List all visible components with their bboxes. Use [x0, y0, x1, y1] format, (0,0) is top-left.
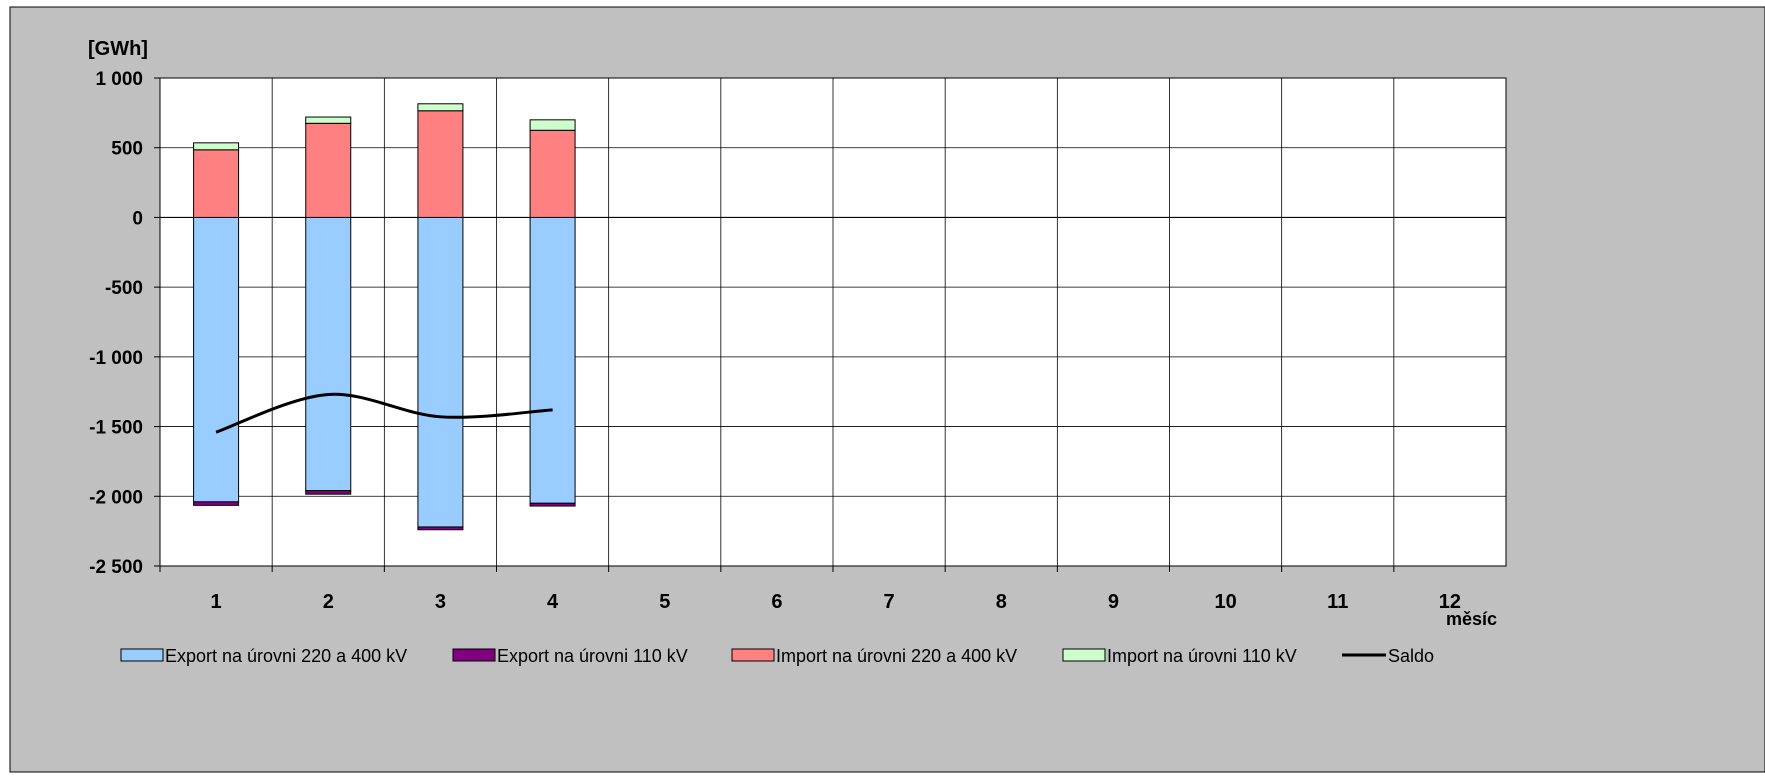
bar-series2-cat2: [306, 123, 351, 217]
bar-series0-cat4: [530, 217, 575, 503]
x-tick-label: 3: [435, 591, 446, 613]
x-tick-label: 11: [1327, 591, 1348, 613]
legend-swatch-2: [732, 649, 774, 661]
y-tick-label: 0: [132, 208, 143, 229]
x-tick-label: 8: [996, 591, 1007, 613]
bar-series1-cat2: [306, 491, 351, 494]
y-tick-label: -500: [105, 278, 143, 299]
legend: Export na úrovni 220 a 400 kV Export na ú…: [121, 646, 1434, 666]
bar-series2-cat3: [418, 111, 463, 218]
bar-series0-cat3: [418, 217, 463, 527]
bar-series1-cat3: [418, 527, 463, 530]
y-axis-label: [GWh]: [88, 38, 148, 60]
bar-series3-cat2: [306, 117, 351, 123]
y-tick-label: -2 000: [89, 487, 143, 508]
y-tick-label: -1 500: [89, 418, 143, 439]
x-tick-label: 10: [1214, 591, 1236, 613]
y-tick-label: -2 500: [89, 557, 143, 578]
x-tick-label: 1: [211, 591, 222, 613]
legend-label-0: Export na úrovni 220 a 400 kV: [165, 646, 407, 666]
legend-swatch-1: [453, 649, 495, 661]
x-tick-label: 2: [323, 591, 334, 613]
x-tick-label: 7: [884, 591, 895, 613]
bar-series1-cat4: [530, 503, 575, 506]
legend-swatch-0: [121, 649, 163, 661]
bar-series2-cat1: [194, 150, 239, 218]
legend-label-3: Import na úrovni 110 kV: [1107, 646, 1297, 666]
x-tick-label: 9: [1108, 591, 1119, 613]
bar-series3-cat4: [530, 120, 575, 130]
bar-series2-cat4: [530, 130, 575, 217]
bar-series0-cat1: [194, 217, 239, 501]
legend-swatch-3: [1063, 649, 1105, 661]
legend-label-2: Import na úrovni 220 a 400 kV: [776, 646, 1017, 666]
legend-label-4: Saldo: [1388, 646, 1434, 666]
x-tick-label: 5: [659, 591, 670, 613]
bar-series0-cat2: [306, 217, 351, 490]
y-tick-label: -1 000: [89, 348, 143, 369]
y-tick-label: 500: [111, 139, 143, 160]
bar-series3-cat3: [418, 104, 463, 111]
x-axis-label: měsíc: [1446, 609, 1497, 629]
bar-series1-cat1: [194, 502, 239, 505]
y-tick-label: 1 000: [95, 69, 143, 90]
bar-series3-cat1: [194, 143, 239, 150]
x-tick-label: 4: [547, 591, 559, 613]
x-tick-label: 6: [771, 591, 782, 613]
legend-label-1: Export na úrovni 110 kV: [497, 646, 688, 666]
